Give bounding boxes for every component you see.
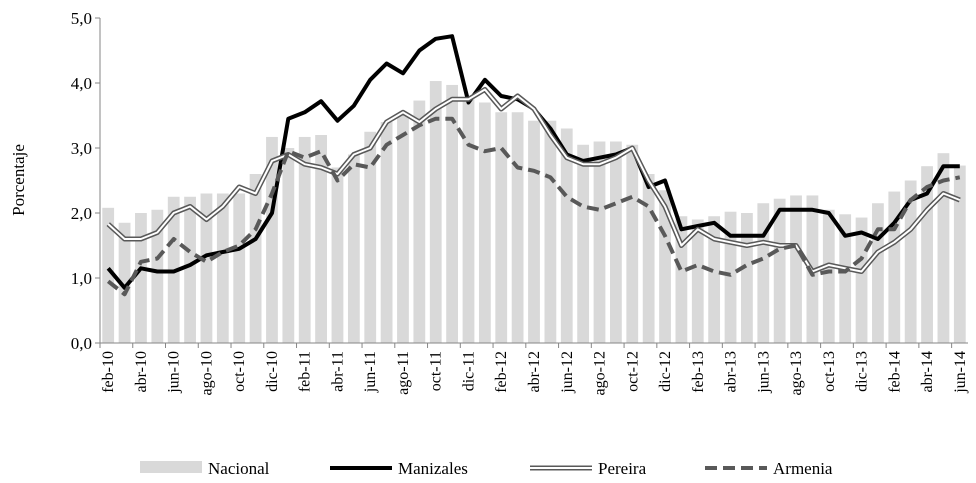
bar bbox=[315, 135, 327, 343]
x-tick-label: feb-12 bbox=[493, 351, 510, 393]
x-tick-label: abr-12 bbox=[526, 351, 543, 392]
legend-label: Pereira bbox=[598, 459, 647, 478]
x-tick-label: oct-11 bbox=[428, 351, 445, 391]
x-tick-label: dic-13 bbox=[854, 351, 871, 392]
line-series bbox=[106, 116, 961, 297]
bar bbox=[773, 198, 786, 343]
bar bbox=[495, 112, 508, 343]
x-tick-label: dic-11 bbox=[460, 351, 477, 391]
x-tick-label: feb-14 bbox=[886, 351, 903, 393]
bar bbox=[249, 174, 262, 343]
x-tick-label: ago-13 bbox=[788, 351, 805, 395]
bar bbox=[839, 214, 852, 343]
bar bbox=[609, 141, 622, 343]
x-tick-label: abr-10 bbox=[133, 351, 150, 392]
x-tick-label: dic-12 bbox=[657, 351, 674, 392]
legend-label: Nacional bbox=[208, 459, 270, 478]
bar bbox=[659, 190, 671, 343]
x-tick-label: ago-12 bbox=[592, 351, 609, 395]
bar bbox=[593, 141, 606, 343]
legend-label: Armenia bbox=[773, 459, 833, 478]
x-tick-label: feb-11 bbox=[297, 351, 314, 392]
bar bbox=[953, 165, 966, 343]
bar bbox=[380, 122, 393, 343]
bar bbox=[511, 112, 524, 343]
y-tick-label: 3,0 bbox=[71, 139, 92, 158]
bar bbox=[724, 211, 737, 343]
bar bbox=[855, 217, 868, 343]
bar bbox=[478, 102, 491, 343]
x-tick-label: ago-11 bbox=[395, 351, 412, 395]
bar bbox=[216, 193, 229, 343]
bar bbox=[822, 209, 835, 343]
bar bbox=[397, 115, 409, 343]
x-tick-label: oct-12 bbox=[624, 351, 641, 392]
x-tick-label: feb-10 bbox=[100, 351, 117, 393]
x-tick-label: oct-10 bbox=[231, 351, 248, 392]
bar bbox=[790, 195, 802, 343]
bar bbox=[642, 174, 655, 343]
x-tick-label: ago-10 bbox=[198, 351, 215, 395]
x-tick-label: jun-12 bbox=[559, 351, 576, 394]
bar bbox=[560, 128, 573, 343]
bar bbox=[298, 136, 311, 343]
bar bbox=[872, 203, 884, 343]
bar bbox=[577, 144, 590, 343]
bar bbox=[921, 166, 933, 343]
bar bbox=[757, 203, 770, 343]
x-tick-label: jun-14 bbox=[952, 351, 969, 394]
bar bbox=[151, 209, 164, 343]
bar bbox=[364, 131, 377, 343]
bar bbox=[413, 100, 426, 343]
bar bbox=[741, 213, 753, 343]
y-axis-label: Porcentaje bbox=[9, 144, 28, 216]
bar bbox=[347, 154, 360, 343]
bar bbox=[937, 153, 950, 343]
bar bbox=[266, 136, 278, 343]
bar bbox=[528, 120, 540, 343]
bar bbox=[462, 99, 475, 343]
line-series bbox=[107, 88, 961, 273]
bar bbox=[102, 207, 115, 343]
bar bbox=[331, 167, 344, 343]
legend-swatch bbox=[140, 461, 202, 473]
bar bbox=[708, 216, 721, 343]
y-tick-label: 1,0 bbox=[71, 269, 92, 288]
bar bbox=[888, 191, 901, 343]
bar bbox=[135, 213, 147, 343]
bar bbox=[904, 180, 917, 343]
bar bbox=[691, 219, 704, 343]
bar bbox=[200, 193, 213, 343]
bar bbox=[675, 216, 688, 343]
bar bbox=[429, 81, 442, 344]
bar bbox=[446, 84, 459, 343]
legend-label: Manizales bbox=[398, 459, 468, 478]
x-tick-label: oct-13 bbox=[821, 351, 838, 392]
y-tick-label: 0,0 bbox=[71, 334, 92, 353]
bar bbox=[626, 144, 639, 343]
y-tick-label: 2,0 bbox=[71, 204, 92, 223]
y-tick-label: 5,0 bbox=[71, 9, 92, 28]
x-tick-label: dic-10 bbox=[264, 351, 281, 392]
y-tick-label: 4,0 bbox=[71, 74, 92, 93]
bar bbox=[184, 196, 196, 343]
x-tick-label: feb-13 bbox=[690, 351, 707, 393]
x-tick-label: jun-13 bbox=[755, 351, 772, 394]
bar bbox=[282, 148, 295, 343]
bar bbox=[233, 193, 246, 343]
x-tick-label: abr-14 bbox=[919, 351, 936, 392]
x-tick-label: abr-11 bbox=[329, 351, 346, 392]
x-tick-label: abr-13 bbox=[723, 351, 740, 392]
x-tick-label: jun-11 bbox=[362, 351, 379, 393]
bar bbox=[544, 120, 557, 343]
x-tick-label: jun-10 bbox=[166, 351, 183, 394]
bar bbox=[118, 222, 131, 343]
